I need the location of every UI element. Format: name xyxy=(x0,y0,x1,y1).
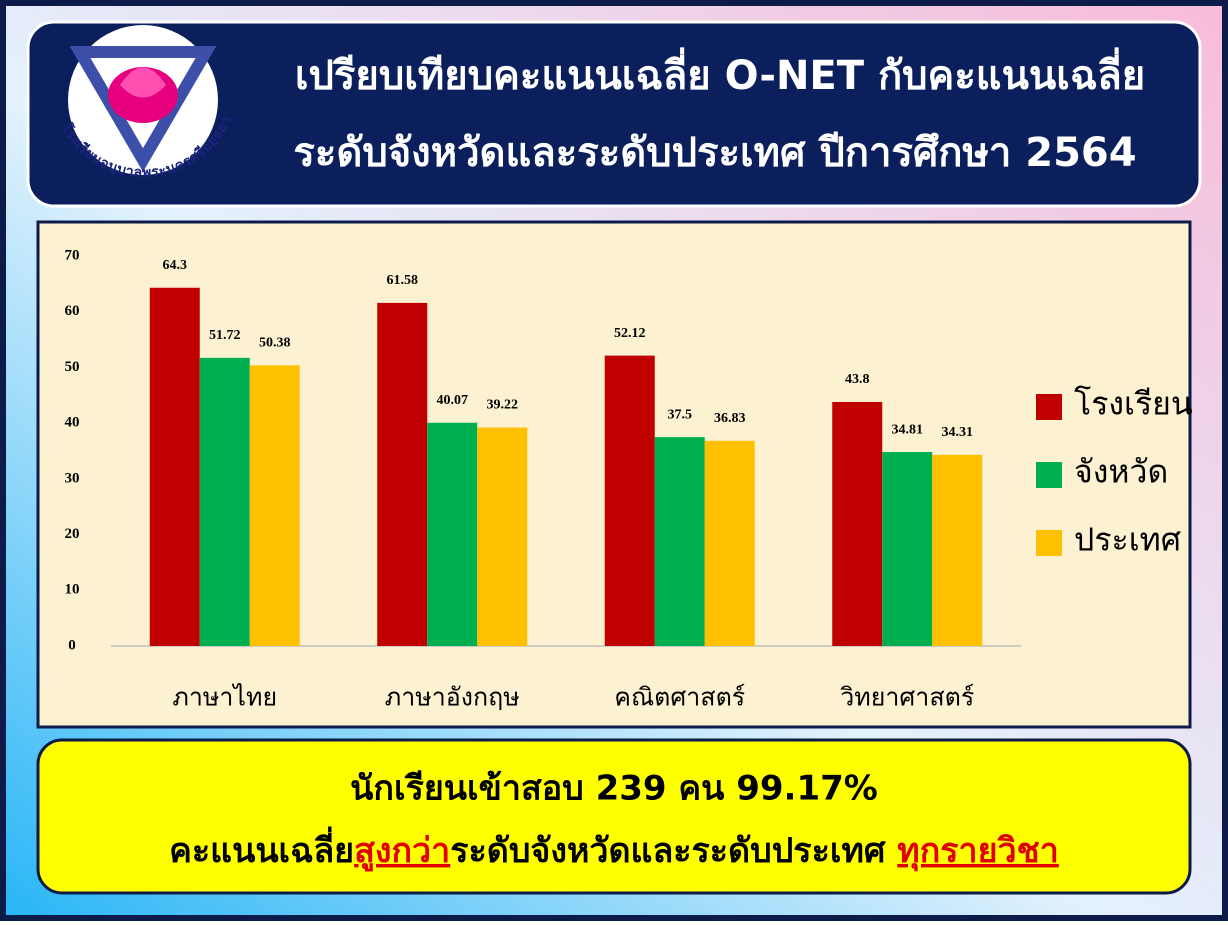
y-tick-label: 10 xyxy=(65,582,80,598)
bar xyxy=(882,452,933,646)
y-tick-label: 30 xyxy=(65,470,80,486)
footer-box xyxy=(36,738,1192,895)
value-label: 34.31 xyxy=(942,425,974,440)
footer-highlight: สูงกว่า xyxy=(354,831,450,872)
plot: 0 10 20 30 40 50 60 70 ภาษาไทย 64.3 51.72 50.38 ภาษา… xyxy=(65,247,1193,711)
y-tick-label: 40 xyxy=(65,415,80,431)
value-label: 51.72 xyxy=(209,328,241,343)
footer-line: คะแนนเฉลี่ยสูงกว่าระดับจังหวัดและระดับปร… xyxy=(169,826,1059,872)
footer-line: นักเรียนเข้าสอบ 239 คน 99.17% xyxy=(350,769,878,809)
bar xyxy=(377,302,428,646)
value-label: 40.07 xyxy=(437,393,469,408)
x-tick-label: ภาษาอังกฤษ xyxy=(385,685,520,712)
bar xyxy=(932,454,983,646)
bar xyxy=(604,355,655,646)
y-tick-label: 60 xyxy=(65,303,80,319)
value-label: 52.12 xyxy=(614,326,646,341)
x-tick-label: วิทยาศาสตร์ xyxy=(840,684,974,712)
y-tick-label: 20 xyxy=(65,526,80,542)
header-line: ระดับจังหวัดและระดับประเทศ ปีการศึกษา 25… xyxy=(293,130,1136,176)
legend-label: จังหวัด xyxy=(1074,453,1168,489)
footer-part: คะแนนเฉลี่ย xyxy=(169,826,354,871)
value-label: 36.83 xyxy=(714,411,746,426)
bar xyxy=(149,287,200,646)
value-label: 61.58 xyxy=(387,273,419,288)
bar xyxy=(427,422,478,646)
value-label: 50.38 xyxy=(259,336,291,351)
y-tick-label: 0 xyxy=(68,637,76,653)
value-label: 64.3 xyxy=(163,258,188,273)
y-tick-label: 70 xyxy=(65,247,80,263)
value-label: 34.81 xyxy=(892,422,924,437)
legend-swatch xyxy=(1036,530,1062,556)
footer-highlight: ทุกรายวิชา xyxy=(897,831,1059,872)
value-label: 39.22 xyxy=(487,398,519,413)
bar xyxy=(654,437,705,646)
bar xyxy=(832,401,883,646)
header-box xyxy=(26,20,1202,208)
value-label: 43.8 xyxy=(845,372,870,387)
y-tick-label: 50 xyxy=(65,359,80,375)
legend-label: โรงเรียน xyxy=(1074,385,1193,421)
x-tick-label: ภาษาไทย xyxy=(172,683,277,712)
legend-label: ประเทศ xyxy=(1074,521,1181,557)
bar xyxy=(199,357,250,646)
x-tick-label: คณิตศาสตร์ xyxy=(614,684,745,712)
value-label: 37.5 xyxy=(668,407,693,422)
bar xyxy=(704,440,755,646)
bar xyxy=(249,365,300,646)
bar xyxy=(477,427,528,646)
legend-swatch xyxy=(1036,394,1062,420)
header-line: เปรียบเทียบคะแนนเฉลี่ย O-NET กับคะแนนเฉล… xyxy=(295,47,1145,99)
footer-part: ระดับจังหวัดและระดับประเทศ xyxy=(450,831,897,871)
legend-swatch xyxy=(1036,462,1062,488)
logo: โรงเรียนอนุบาลพระนครศรีอยุธยา xyxy=(57,25,235,181)
